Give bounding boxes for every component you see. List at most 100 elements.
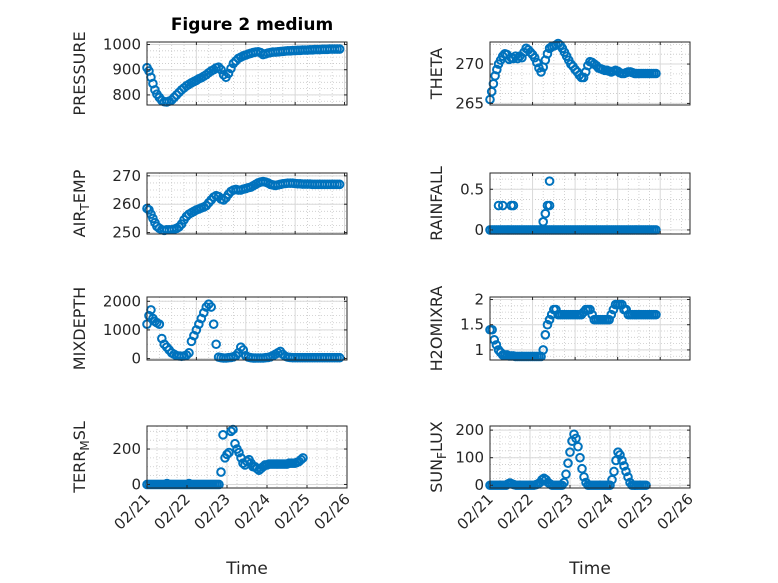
- y-axis-label: TERRMSL: [70, 421, 92, 494]
- y-tick-label: 270: [112, 167, 141, 185]
- data-point: [493, 200, 504, 211]
- y-tick-label: 0: [474, 221, 484, 239]
- data-point: [544, 200, 555, 211]
- data-point: [538, 345, 548, 355]
- data-point: [540, 330, 551, 340]
- data-point: [491, 340, 502, 350]
- y-tick-label: 1.5: [460, 316, 484, 334]
- data-point: [154, 319, 165, 330]
- data-point: [565, 447, 575, 457]
- axes-box: [146, 425, 348, 489]
- data-point: [230, 438, 240, 449]
- axes-box: [489, 41, 691, 106]
- y-tick-label: 0.5: [460, 180, 484, 198]
- x-tick-label: 02/26: [654, 490, 697, 533]
- y-tick-label: 2000: [103, 292, 141, 310]
- data-point: [226, 63, 236, 74]
- data-point: [615, 450, 625, 460]
- data-point: [218, 195, 229, 205]
- panel-rainfall: 0 0.5 RAINFALL: [427, 166, 691, 241]
- axes-box: [489, 425, 691, 489]
- data-point: [334, 352, 345, 363]
- data-point: [252, 463, 262, 474]
- panel-theta: 265 270 THETA: [427, 38, 691, 112]
- data-point: [224, 447, 234, 458]
- data-point: [213, 62, 224, 72]
- data-point: [334, 179, 345, 190]
- data-point: [226, 426, 236, 437]
- data-point: [206, 302, 216, 312]
- y-axis-label: H2OMIXRA: [427, 286, 446, 372]
- data-point: [573, 441, 583, 452]
- data-point: [578, 72, 589, 83]
- x-tick-label: 02/23: [191, 490, 234, 533]
- data-point: [540, 208, 551, 219]
- y-tick-label: 265: [455, 94, 484, 112]
- data-point: [651, 68, 661, 79]
- data-point: [606, 309, 617, 320]
- data-point: [218, 430, 228, 440]
- x-tick-label: 02/24: [574, 490, 617, 533]
- data-point: [228, 58, 239, 69]
- y-axis-label: RAINFALL: [427, 166, 446, 241]
- data-point: [621, 466, 631, 477]
- figure-title: Figure 2 medium: [171, 15, 333, 35]
- panel-h2omixra: 1 1.5 2 H2OMIXRA: [427, 286, 691, 372]
- data-point: [538, 217, 548, 227]
- data-point: [334, 44, 345, 54]
- x-tick-label: 02/24: [231, 490, 274, 533]
- y-tick-label: 800: [112, 86, 141, 104]
- axes-box: [146, 172, 348, 235]
- data-point: [492, 64, 502, 75]
- x-axis-label: Time: [568, 559, 611, 579]
- y-tick-label: 250: [112, 224, 141, 242]
- axes-box: [489, 172, 691, 235]
- data-point: [208, 319, 219, 330]
- data-point: [529, 52, 540, 63]
- data-point: [536, 67, 546, 77]
- y-axis-label: PRESSURE: [70, 31, 89, 115]
- data-point: [585, 304, 595, 315]
- data-point: [184, 348, 194, 358]
- data-point: [605, 480, 615, 491]
- data-point: [563, 458, 573, 469]
- y-axis-label: SUNFLUX: [427, 421, 449, 493]
- data-point: [544, 314, 555, 325]
- data-point: [184, 478, 194, 489]
- data-point: [296, 454, 306, 465]
- data-point: [166, 95, 177, 105]
- data-point: [298, 453, 308, 463]
- data-point: [223, 68, 234, 79]
- data-point: [216, 467, 226, 477]
- x-tick-label: 02/21: [454, 490, 497, 533]
- data-point: [604, 314, 614, 325]
- data-point: [532, 57, 542, 68]
- axes-box: [146, 296, 348, 361]
- x-tick-label: 02/25: [271, 490, 314, 533]
- y-tick-label: 1000: [103, 321, 141, 339]
- y-axis-label: MIXDEPTH: [70, 287, 89, 370]
- x-tick-label: 02/25: [614, 490, 657, 533]
- data-point: [228, 424, 238, 435]
- y-tick-label: 270: [455, 55, 484, 73]
- y-tick-label: 100: [455, 449, 484, 467]
- y-tick-label: 900: [112, 61, 141, 79]
- data-point: [234, 447, 244, 458]
- y-tick-label: 260: [112, 195, 141, 213]
- data-point: [487, 324, 497, 335]
- data-point: [544, 176, 555, 186]
- x-tick-label: 02/26: [311, 490, 354, 533]
- data-point: [517, 52, 527, 63]
- data-point: [162, 478, 172, 489]
- y-tick-label: 1000: [103, 36, 141, 54]
- data-point: [169, 92, 179, 103]
- y-axis-label: AIRTEMP: [70, 169, 92, 237]
- data-point: [486, 86, 497, 97]
- x-tick-label: 02/22: [494, 490, 537, 533]
- panel-pressure: 800 900 1000 PRESSURE: [70, 31, 348, 116]
- data-point: [617, 455, 627, 466]
- data-point: [181, 350, 192, 360]
